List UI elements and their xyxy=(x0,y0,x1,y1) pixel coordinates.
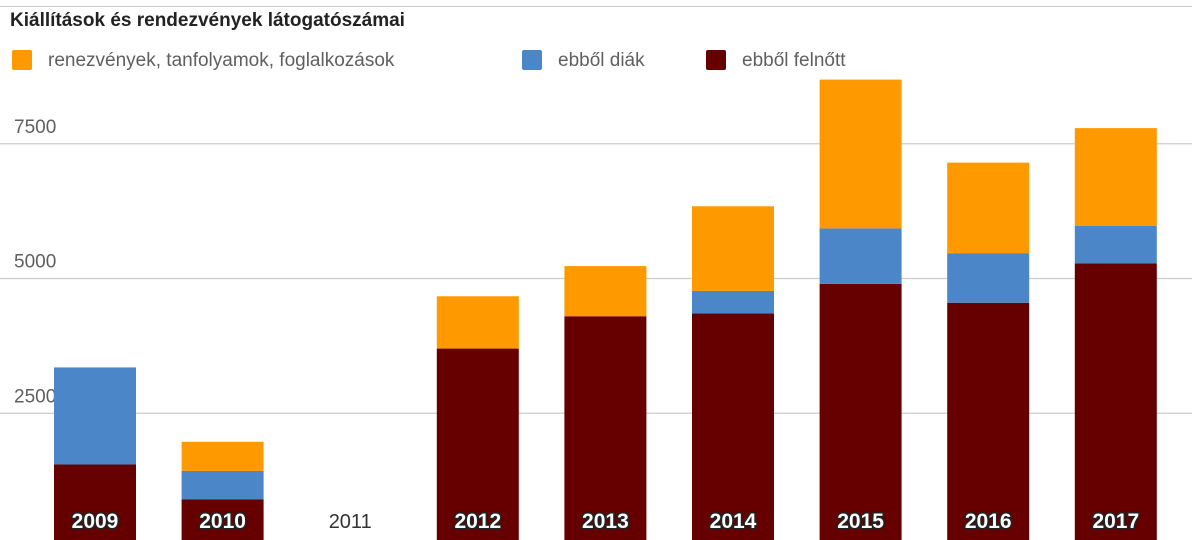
bar-segment xyxy=(947,253,1029,303)
bar-segment xyxy=(1075,226,1157,264)
x-tick-label: 2017 xyxy=(1092,510,1139,533)
x-tick-label: 2013 xyxy=(582,510,629,533)
legend-label: ebből felnőtt xyxy=(742,50,846,71)
legend: renezvények, tanfolyamok, foglalkozások e… xyxy=(12,50,846,71)
bar-segment xyxy=(54,367,136,464)
bars xyxy=(54,80,1157,540)
legend-label: renezvények, tanfolyamok, foglalkozások xyxy=(48,50,395,71)
bar-segment xyxy=(1075,128,1157,226)
x-tick-label: 2009 xyxy=(72,510,119,533)
x-axis-labels: 2009 2010 2011 2012 2013 2014 2015 2016 2017 xyxy=(72,510,1140,533)
chart-title: Kiállítások és rendezvények látogatószám… xyxy=(10,10,405,31)
bar-segment xyxy=(947,303,1029,540)
y-axis-ticks: 2500 5000 7500 xyxy=(14,117,56,408)
x-tick-label: 2015 xyxy=(837,510,884,533)
y-tick-label: 7500 xyxy=(14,117,56,138)
x-tick-label: 2014 xyxy=(710,510,757,533)
bar-segment xyxy=(437,296,519,348)
bar-segment xyxy=(692,291,774,314)
bar-segment xyxy=(820,228,902,284)
legend-swatch xyxy=(12,50,32,70)
y-tick-label: 2500 xyxy=(14,386,56,407)
bar-segment xyxy=(564,316,646,540)
x-tick-label: 2012 xyxy=(454,510,501,533)
bar-segment xyxy=(820,80,902,229)
legend-swatch xyxy=(706,50,726,70)
y-tick-label: 5000 xyxy=(14,252,56,273)
bar-segment xyxy=(182,442,264,471)
bar-segment xyxy=(182,471,264,500)
legend-swatch xyxy=(522,50,542,70)
bar-segment xyxy=(1075,263,1157,540)
x-tick-label: 2016 xyxy=(965,510,1012,533)
bar-segment xyxy=(820,284,902,540)
legend-label: ebből diák xyxy=(558,50,645,71)
bar-segment xyxy=(947,163,1029,254)
bar-segment xyxy=(564,266,646,316)
bar-segment xyxy=(692,314,774,540)
x-tick-label: 2010 xyxy=(199,510,246,533)
bar-segment xyxy=(692,206,774,291)
x-tick-label: 2011 xyxy=(329,511,372,533)
